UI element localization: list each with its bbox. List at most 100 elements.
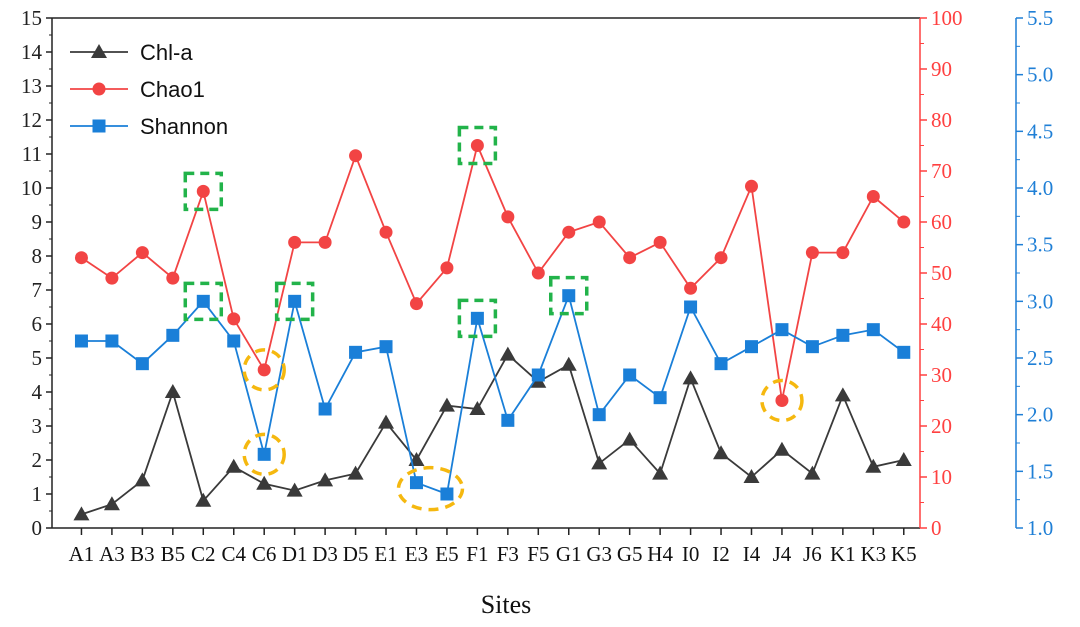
legend-label: Chl-a [140,40,193,65]
data-point-circle [775,394,789,407]
data-point-square [653,391,667,405]
data-point-circle [531,266,545,280]
left-tick-label: 1 [32,482,43,506]
data-point-square [531,368,545,382]
data-point-square [288,294,302,308]
data-point-circle [592,215,606,229]
data-point-triangle [256,475,273,490]
data-point-circle [288,235,302,249]
x-tick-label: D3 [312,542,338,566]
right1-tick-label: 30 [931,363,952,387]
data-point-square [349,345,363,359]
left-tick-label: 4 [32,380,43,404]
right1-tick-label: 10 [931,465,952,489]
data-point-square [501,413,515,427]
left-tick-label: 7 [32,278,43,302]
x-tick-label: I2 [712,542,730,566]
data-point-triangle [317,472,334,487]
data-point-triangle [652,465,669,480]
data-point-square [897,345,911,359]
data-point-triangle [895,452,912,466]
right1-tick-label: 40 [931,312,952,336]
data-point-circle [409,297,423,311]
x-tick-label: K3 [860,542,886,566]
right2-tick-label: 1.5 [1027,459,1053,483]
right1-tick-label: 80 [931,108,952,132]
data-point-triangle [773,441,790,456]
series-shannon [74,289,911,501]
x-tick-label: C6 [252,542,277,566]
x-tick-label: G1 [556,542,582,566]
legend-label: Chao1 [140,77,205,102]
data-point-circle [653,235,667,249]
data-point-circle [74,251,88,265]
data-point-square [74,334,88,348]
right2-tick-label: 2.0 [1027,403,1053,427]
highlight-ellipse [396,465,465,512]
highlight-square [457,125,498,166]
data-point-circle [349,149,363,163]
x-tick-label: D1 [282,542,308,566]
highlight-square [549,275,589,316]
data-point-circle [135,246,149,260]
x-tick-label: A3 [99,542,125,566]
data-point-circle [744,179,758,193]
x-tick-label: F3 [497,542,519,566]
left-tick-label: 8 [32,244,43,268]
data-point-circle [684,281,698,295]
x-tick-label: G5 [617,542,643,566]
left-tick-label: 5 [32,346,43,370]
data-point-circle [866,190,880,203]
data-point-triangle [621,431,638,446]
left-tick-label: 12 [21,108,42,132]
right1-tick-label: 100 [931,6,963,30]
x-tick-label: I0 [682,542,700,566]
right2-tick-label: 1.0 [1027,516,1053,540]
data-point-triangle [560,356,577,371]
left-tick-label: 6 [32,312,43,336]
data-point-square [714,357,728,371]
data-point-triangle [73,506,90,521]
right1-tick-label: 50 [931,261,952,285]
right2-tick-label: 3.0 [1027,289,1053,313]
legend-label: Shannon [140,114,228,139]
data-point-triangle [134,472,151,487]
highlight-circle [242,348,286,392]
x-tick-label: G3 [586,542,612,566]
right2-tick-label: 4.0 [1027,176,1053,200]
data-point-circle [714,251,728,265]
right1-tick-label: 90 [931,57,952,81]
data-point-circle [166,271,180,285]
left-tick-label: 0 [32,516,43,540]
left-tick-label: 13 [21,74,42,98]
highlight-square [183,281,224,322]
data-point-circle [897,215,911,229]
x-tick-label: K5 [891,542,917,566]
data-point-circle [805,246,819,260]
data-point-triangle [834,387,851,402]
right2-tick-label: 5.5 [1027,6,1053,30]
legend: Chl-a Chao1 Shannon [70,40,228,139]
data-point-square [470,311,484,325]
axes-group: 0123456789101112131415010203040506070809… [21,6,1053,566]
right1-tick-label: 70 [931,159,952,183]
data-point-square [623,368,637,382]
data-point-circle [318,235,332,249]
data-point-square [836,328,850,342]
data-point-square [105,334,119,348]
x-tick-label: C4 [221,542,246,566]
highlight-circle [760,378,804,423]
right1-tick-label: 60 [931,210,952,234]
left-tick-label: 10 [21,176,42,200]
x-tick-label: C2 [191,542,216,566]
data-point-circle [836,246,850,260]
series-line [81,292,905,496]
data-point-square [409,476,423,490]
data-point-square [684,300,698,314]
left-tick-label: 14 [21,40,43,64]
highlight-square [457,298,498,339]
series-chl-a [73,346,912,521]
data-point-circle [379,225,393,239]
x-tick-label: B5 [161,542,186,566]
data-point-triangle [591,455,608,470]
